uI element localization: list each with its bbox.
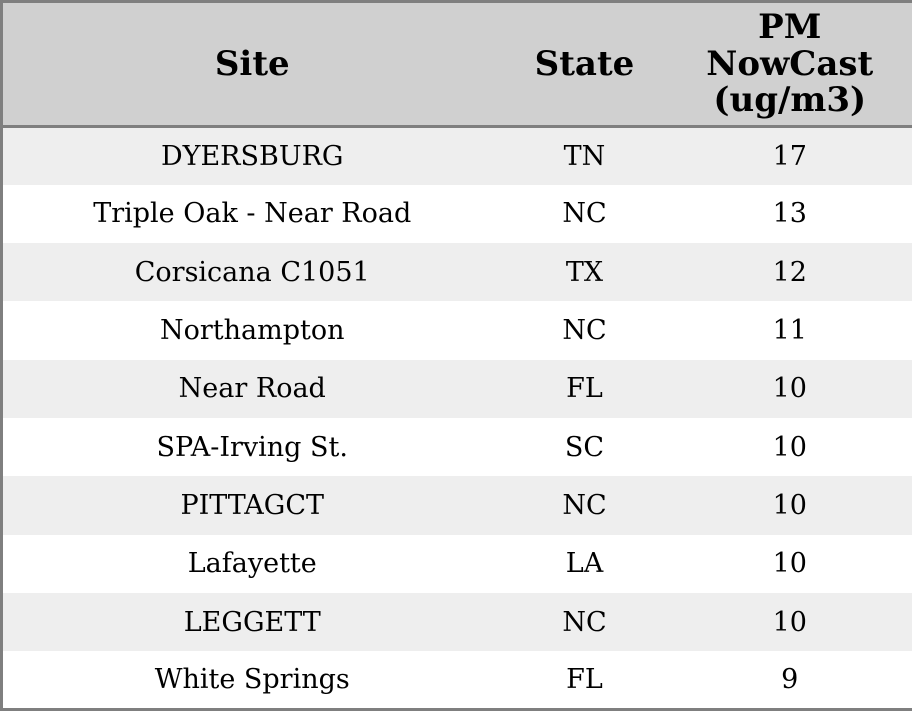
pm-cell: 17 [667,126,912,185]
state-cell: NC [501,184,668,244]
pm-cell: 10 [667,359,912,418]
site-cell: SPA-Irving St. [1,417,502,477]
state-cell: FL [501,359,668,418]
table-row: Near Road FL 10 [1,359,912,418]
site-cell: Corsicana C1051 [1,243,502,302]
table-row: Lafayette LA 10 [1,534,912,593]
pm-cell: 10 [667,476,912,535]
table-row: Triple Oak - Near Road NC 13 [1,184,912,244]
table-row: SPA-Irving St. SC 10 [1,417,912,477]
site-cell: Northampton [1,301,502,360]
column-header-site: Site [1,1,502,128]
site-cell: DYERSBURG [1,126,502,185]
pm-cell: 9 [667,651,912,710]
state-cell: TN [501,126,668,185]
table-row: LEGGETT NC 10 [1,592,912,652]
table-row: Northampton NC 11 [1,301,912,360]
pm-cell: 10 [667,534,912,593]
site-cell: Near Road [1,359,502,418]
state-cell: SC [501,417,668,477]
site-cell: PITTAGCT [1,476,502,535]
header-row: Site State PM NowCast (ug/m3) [1,1,912,128]
table-row: DYERSBURG TN 17 [1,126,912,185]
pm-cell: 12 [667,243,912,302]
pm-cell: 11 [667,301,912,360]
site-cell: LEGGETT [1,592,502,652]
state-cell: TX [501,243,668,302]
column-header-state: State [501,1,668,128]
table-row: Corsicana C1051 TX 12 [1,243,912,302]
column-header-site-label: Site [214,43,290,84]
table-row: White Springs FL 9 [1,651,912,710]
site-cell: Lafayette [1,534,502,593]
state-cell: NC [501,592,668,652]
table-body: DYERSBURG TN 17 Triple Oak - Near Road N… [1,126,912,710]
column-header-pm-nowcast-label: PM NowCast (ug/m3) [706,7,874,121]
state-cell: NC [501,301,668,360]
column-header-pm-nowcast: PM NowCast (ug/m3) [667,1,912,128]
pm-cell: 13 [667,184,912,244]
site-cell: White Springs [1,651,502,710]
table-row: PITTAGCT NC 10 [1,476,912,535]
state-cell: NC [501,476,668,535]
site-cell: Triple Oak - Near Road [1,184,502,244]
state-cell: FL [501,651,668,710]
state-cell: LA [501,534,668,593]
pm-cell: 10 [667,592,912,652]
pm-cell: 10 [667,417,912,477]
column-header-state-label: State [534,43,635,84]
table-header: Site State PM NowCast (ug/m3) [1,1,912,128]
